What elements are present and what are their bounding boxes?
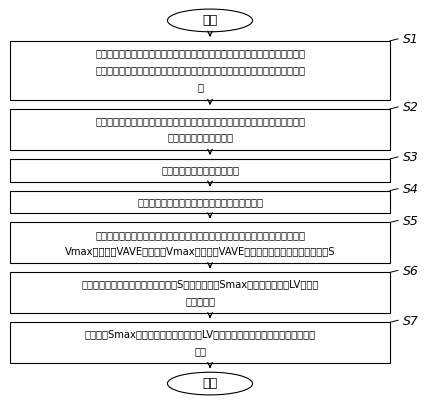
Text: S2: S2 [403,101,419,114]
Text: S1: S1 [403,34,419,46]
Text: S3: S3 [403,152,419,164]
Text: 域: 域 [197,82,203,92]
Text: Vmax和平均值VAVE，最大值Vmax和平均值VAVE的比值作为运动信号的评价参数S: Vmax和平均值VAVE，最大值Vmax和平均值VAVE的比值作为运动信号的评价… [65,246,335,256]
Text: 获取符合事件的探测器排数，统计在每个时间阈值范围内落入目标识别区域的符: 获取符合事件的探测器排数，统计在每个时间阈值范围内落入目标识别区域的符 [95,116,305,126]
Text: 对最大值Smax对应的频率谱的位置信息LV进行带通滤波后进行时域变换获得运动: 对最大值Smax对应的频率谱的位置信息LV进行带通滤波后进行时域变换获得运动 [84,330,316,339]
Ellipse shape [167,9,253,32]
FancyBboxPatch shape [10,109,390,150]
Text: 谱和频率谱: 谱和频率谱 [185,296,215,306]
Text: 信号: 信号 [194,346,206,356]
Text: 获取识别符合事件的特征参数: 获取识别符合事件的特征参数 [161,165,239,175]
FancyBboxPatch shape [10,159,390,181]
FancyBboxPatch shape [10,191,390,213]
FancyBboxPatch shape [10,272,390,313]
FancyBboxPatch shape [10,322,390,363]
Text: S5: S5 [403,215,419,228]
Ellipse shape [167,372,253,395]
Text: 对所有时间阈值范围内的特征参数进行频域变换: 对所有时间阈值范围内的特征参数进行频域变换 [137,197,263,207]
Text: 对于一待评估扫描过程，预设若干个连续的时间范围阈值，并以探测器排号范围: 对于一待评估扫描过程，预设若干个连续的时间范围阈值，并以探测器排号范围 [95,48,305,59]
Text: 遍历所有目标识别区域内的评价参数S，选取最大值Smax获取其位置信息LV、时间: 遍历所有目标识别区域内的评价参数S，选取最大值Smax获取其位置信息LV、时间 [81,280,319,290]
FancyBboxPatch shape [10,41,390,100]
Text: 标定的轴向范围为目标识别区域，获取每个所述时间范围阈值的所有目标识别区: 标定的轴向范围为目标识别区域，获取每个所述时间范围阈值的所有目标识别区 [95,65,305,76]
Text: S6: S6 [403,265,419,278]
Text: 结束: 结束 [202,377,218,390]
Text: S4: S4 [403,183,419,196]
FancyBboxPatch shape [10,223,390,263]
Text: 设定一运动目标频率，获取特征参数在运动目标频率范围内的频谱功率的最大值: 设定一运动目标频率，获取特征参数在运动目标频率范围内的频谱功率的最大值 [95,230,305,240]
Text: S7: S7 [403,315,419,328]
Text: 合事件，记为识别符合事: 合事件，记为识别符合事 [167,133,233,143]
Text: 开始: 开始 [202,14,218,27]
